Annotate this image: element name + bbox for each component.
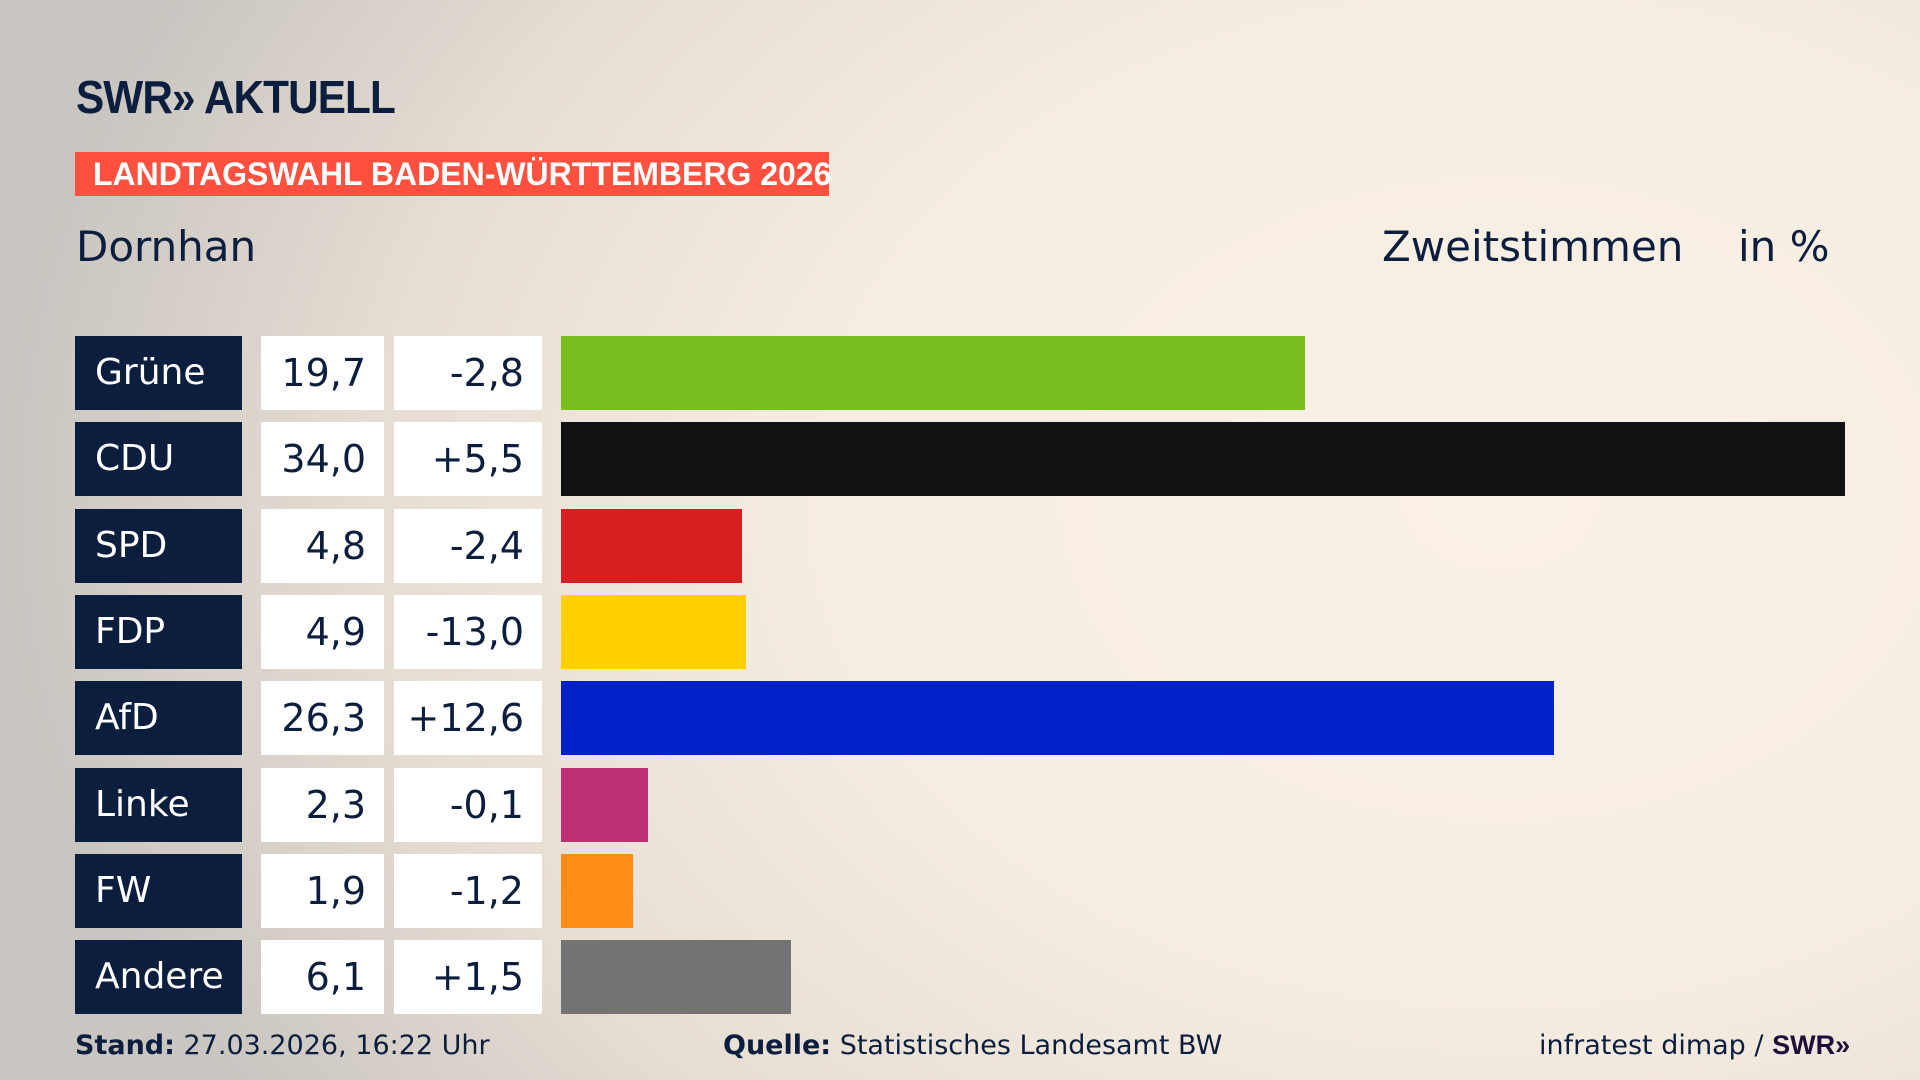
value-label: 26,3 bbox=[261, 681, 384, 756]
value-label: 6,1 bbox=[261, 940, 384, 1015]
party-label: CDU bbox=[75, 422, 242, 497]
change-label: -1,2 bbox=[394, 853, 542, 928]
bar bbox=[561, 336, 1305, 410]
swr-aktuell-logo: SWR» AKTUELL bbox=[76, 71, 396, 123]
location-title: Dornhan bbox=[76, 222, 257, 271]
value-label: 19,7 bbox=[261, 336, 384, 410]
party-label: AfD bbox=[75, 681, 242, 756]
credit: infratest dimap / SWR» bbox=[1539, 1030, 1850, 1061]
election-title-band: LANDTAGSWAHL BADEN-WÜRTTEMBERG 2026 bbox=[75, 152, 831, 196]
bar bbox=[561, 940, 792, 1015]
source-value: Statistisches Landesamt BW bbox=[831, 1030, 1223, 1061]
party-label: Linke bbox=[75, 767, 242, 842]
bar bbox=[561, 422, 1845, 497]
credit-text: infratest dimap / bbox=[1539, 1030, 1773, 1061]
timestamp: Stand: 27.03.2026, 16:22 Uhr bbox=[75, 1030, 490, 1061]
unit-label: in % bbox=[1738, 222, 1830, 271]
change-label: -2,4 bbox=[394, 508, 542, 583]
change-label: +1,5 bbox=[394, 940, 542, 1015]
change-label: +12,6 bbox=[394, 681, 542, 756]
value-label: 4,8 bbox=[261, 508, 384, 583]
bar bbox=[561, 681, 1555, 756]
party-label: FDP bbox=[75, 594, 242, 669]
change-label: -2,8 bbox=[394, 336, 542, 410]
source: Quelle: Statistisches Landesamt BW bbox=[723, 1030, 1222, 1061]
stand-label: Stand: bbox=[75, 1030, 175, 1061]
stand-value: 27.03.2026, 16:22 Uhr bbox=[174, 1030, 490, 1061]
value-label: 4,9 bbox=[261, 594, 384, 669]
bar bbox=[561, 508, 743, 583]
metric-label: Zweitstimmen bbox=[1382, 222, 1684, 271]
value-label: 2,3 bbox=[261, 767, 384, 842]
bar bbox=[561, 853, 633, 928]
change-label: +5,5 bbox=[394, 422, 542, 497]
source-label: Quelle: bbox=[723, 1030, 832, 1061]
party-label: Andere bbox=[75, 940, 242, 1015]
change-label: -13,0 bbox=[394, 594, 542, 669]
value-label: 1,9 bbox=[261, 853, 384, 928]
bar bbox=[561, 594, 747, 669]
bar bbox=[561, 767, 648, 842]
swr-logo: SWR» bbox=[1772, 1030, 1851, 1060]
party-label: SPD bbox=[75, 508, 242, 583]
change-label: -0,1 bbox=[394, 767, 542, 842]
party-label: FW bbox=[75, 853, 242, 928]
party-label: Grüne bbox=[75, 336, 242, 410]
value-label: 34,0 bbox=[261, 422, 384, 497]
